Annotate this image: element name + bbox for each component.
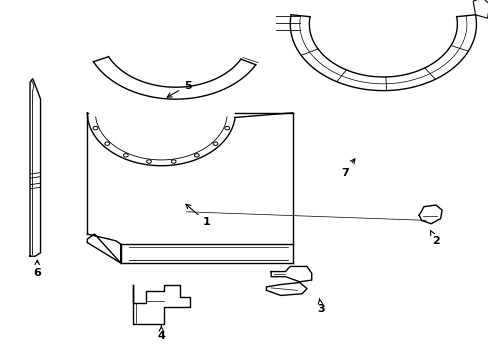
Text: 7: 7 [341, 159, 354, 177]
Text: 5: 5 [167, 81, 191, 97]
Text: 2: 2 [429, 230, 439, 246]
Text: 1: 1 [185, 204, 210, 227]
Text: 3: 3 [317, 298, 325, 314]
Text: 6: 6 [33, 260, 41, 278]
Text: 4: 4 [157, 326, 165, 341]
